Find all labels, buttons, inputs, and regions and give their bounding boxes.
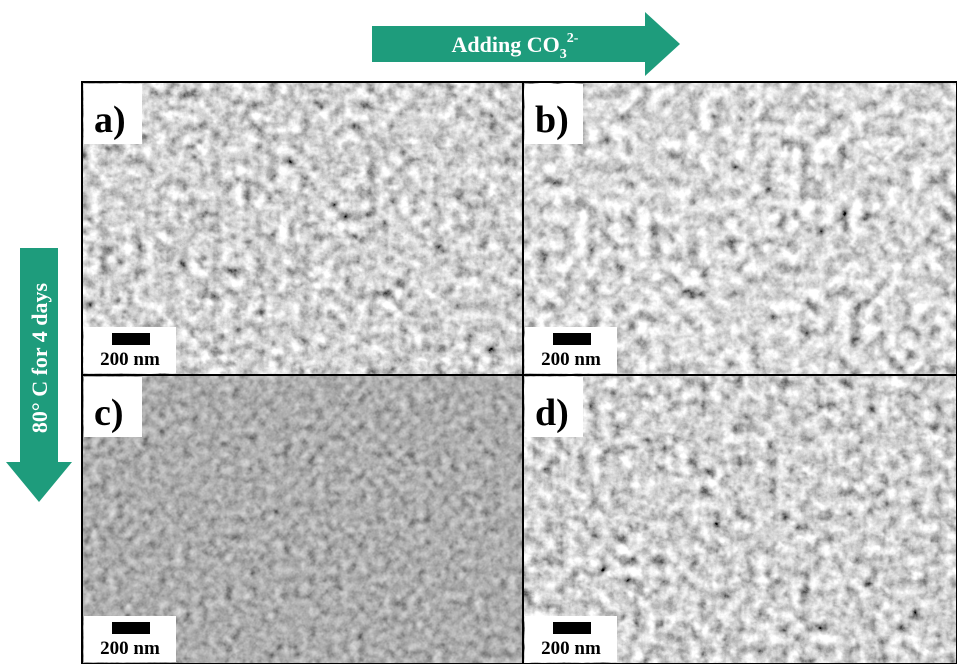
scale-label: 200 nm xyxy=(100,638,160,659)
scale-label: 200 nm xyxy=(100,349,160,370)
panel: c) 200 nm xyxy=(82,375,523,664)
panel-label: c) xyxy=(94,392,124,434)
scale-bar xyxy=(112,333,150,345)
panel: d) 200 nm xyxy=(523,375,957,664)
scale-label: 200 nm xyxy=(541,349,601,370)
panel: b) 200 nm xyxy=(523,82,957,375)
scale-bar xyxy=(553,622,591,634)
panel: a) 200 nm xyxy=(82,82,523,375)
page: Adding CO32- 80° C for 4 days a)200 nmb)… xyxy=(0,0,957,664)
panel-label: d) xyxy=(535,392,569,434)
arrow-text: Adding CO xyxy=(452,32,560,57)
panel-grid: a) 200 nm b) 200 nm c) 200 nm d) 200 nm xyxy=(82,82,957,664)
scale-label: 200 nm xyxy=(541,638,601,659)
scale-bar xyxy=(112,622,150,634)
arrow-subscript: 3 xyxy=(560,47,567,62)
panel-label: b) xyxy=(535,99,569,141)
figure: Adding CO32- 80° C for 4 days a)200 nmb)… xyxy=(0,0,957,664)
panel-label: a) xyxy=(94,99,126,141)
side-arrow-label: 80° C for 4 days xyxy=(27,282,52,433)
arrow-superscript: 2- xyxy=(567,31,579,46)
scale-bar xyxy=(553,333,591,345)
